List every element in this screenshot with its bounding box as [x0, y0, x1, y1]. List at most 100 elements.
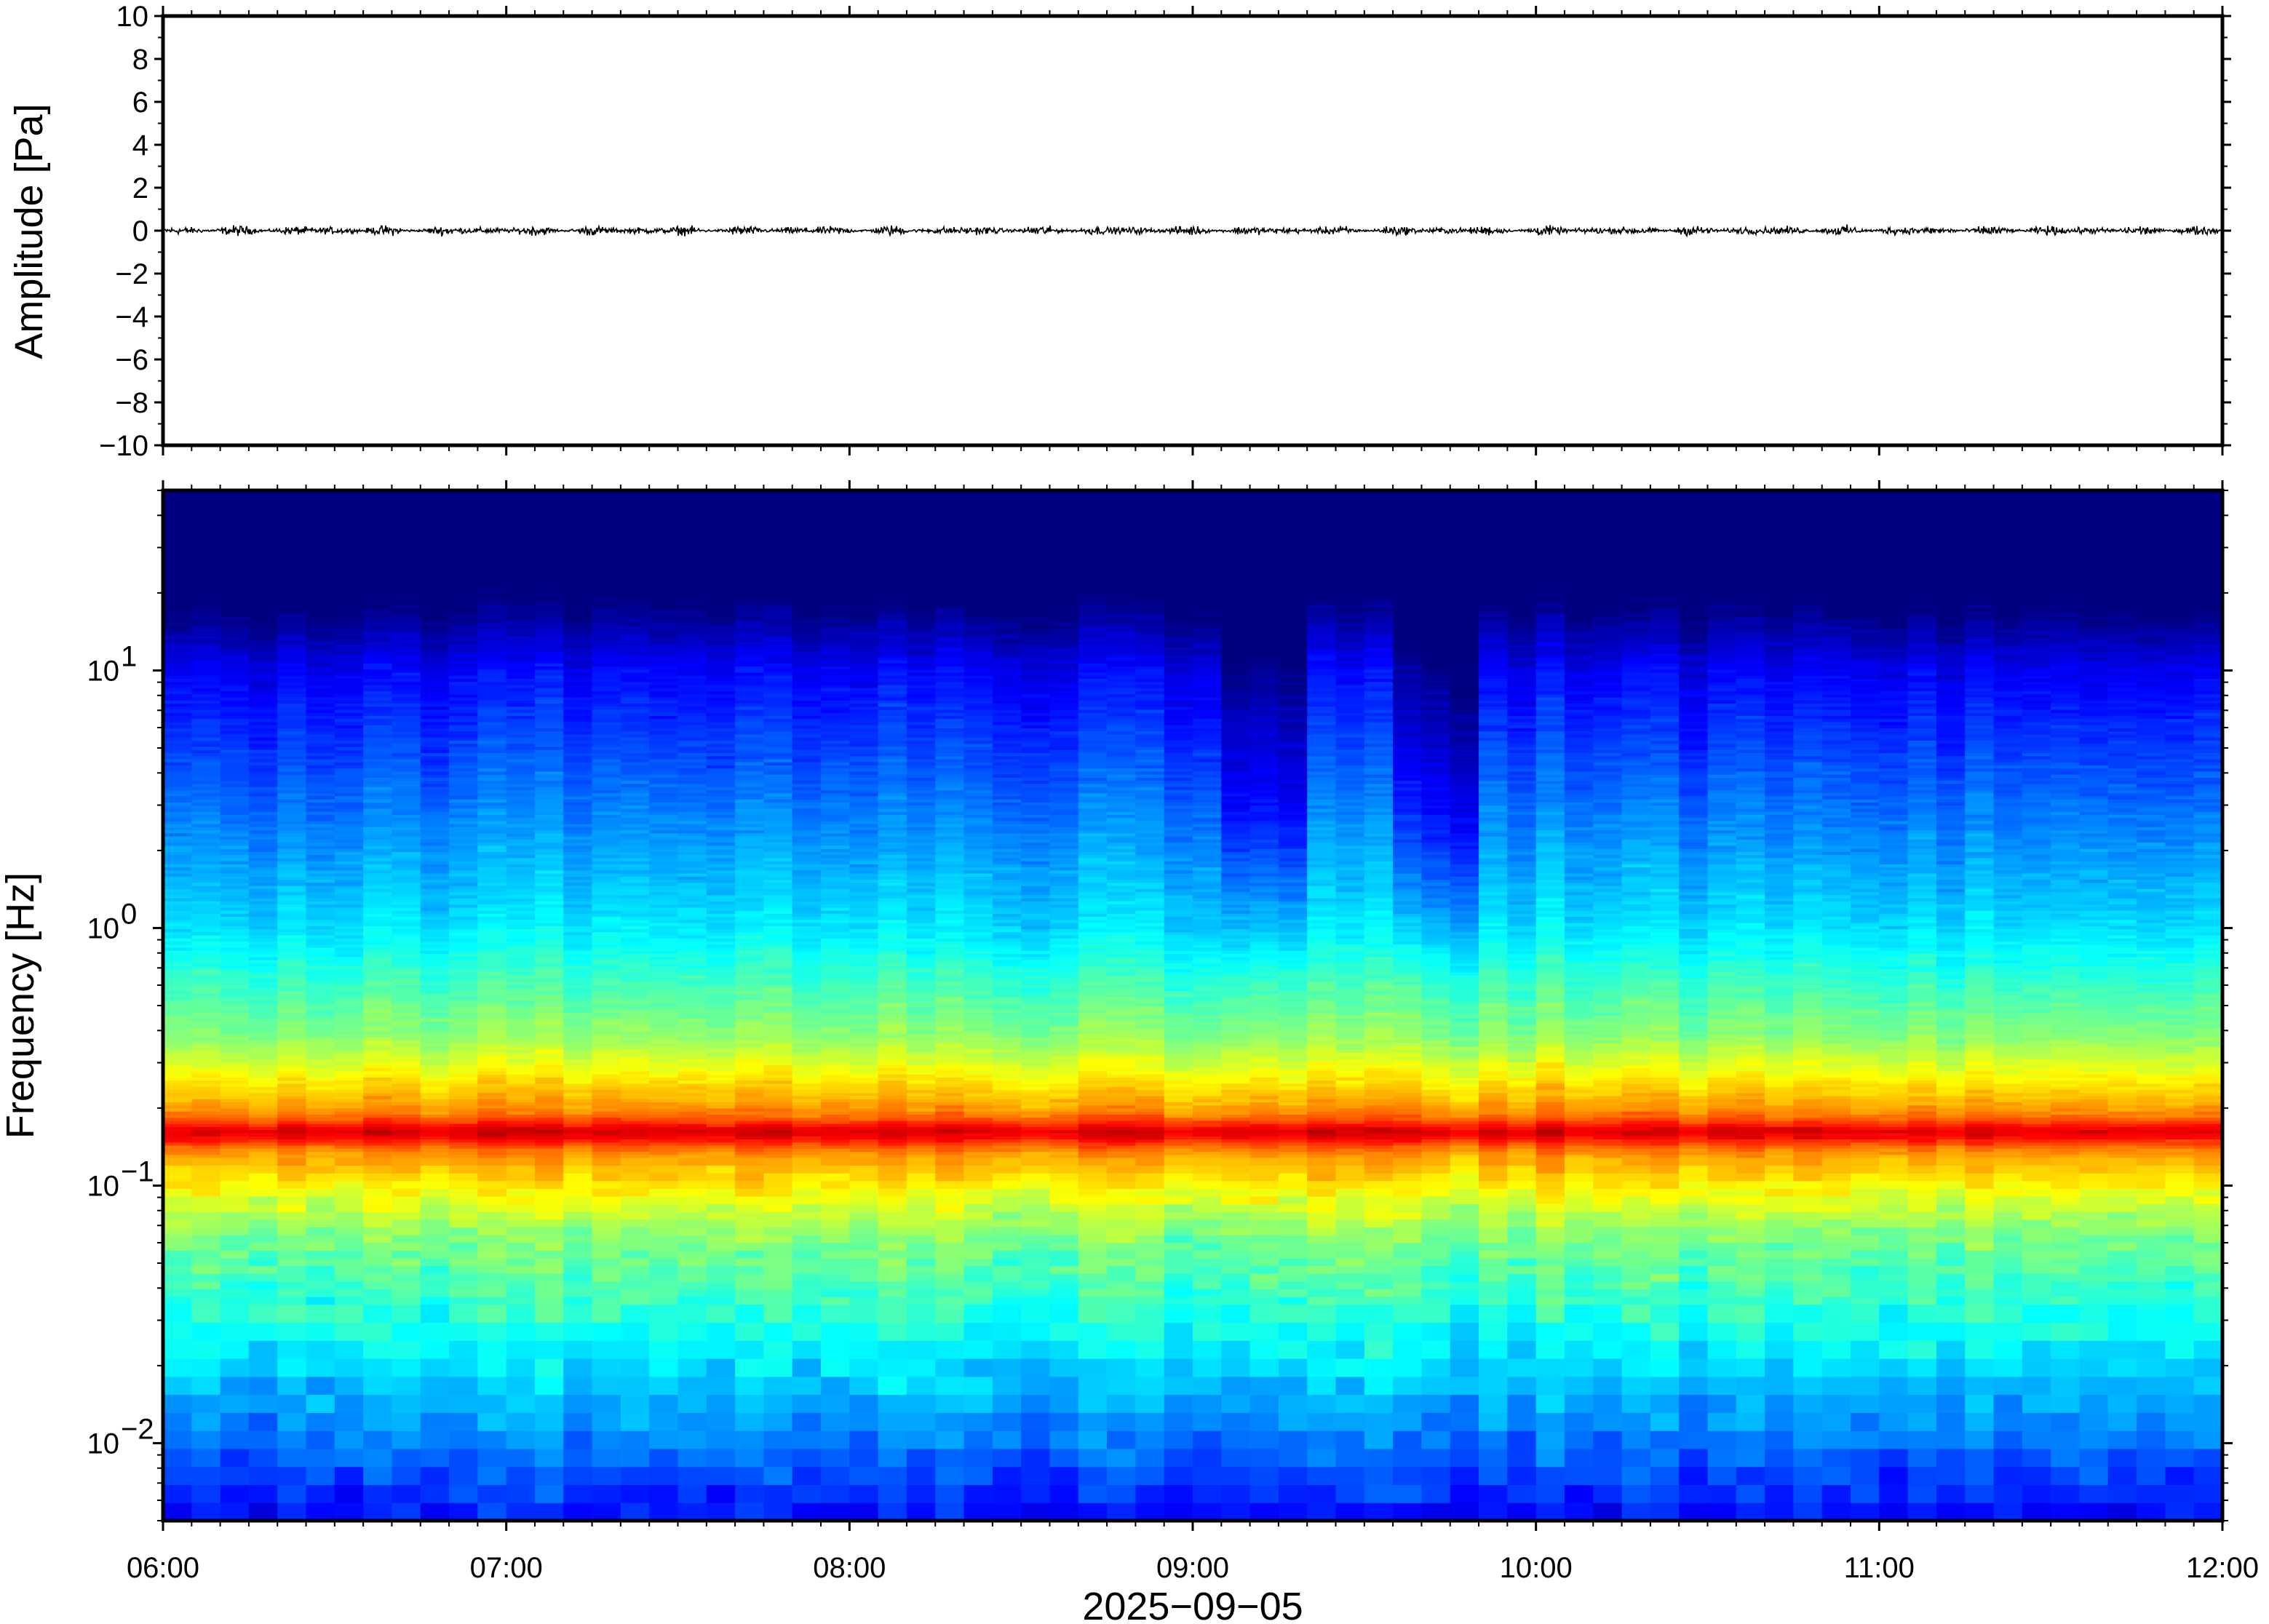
spectrogram-cell — [621, 688, 650, 691]
spectrogram-cell — [191, 1015, 220, 1019]
spectrogram-cell — [621, 518, 650, 522]
spectrogram-cell — [506, 1219, 536, 1227]
spectrogram-cell — [449, 648, 478, 651]
spectrogram-cell — [191, 663, 220, 666]
spectrogram-cell — [249, 1056, 278, 1059]
spectrogram-cell — [220, 1151, 250, 1155]
spectrogram-cell — [649, 747, 678, 750]
spectrogram-cell — [678, 678, 707, 682]
spectrogram-cell — [449, 564, 478, 568]
spectrogram-cell — [249, 830, 278, 834]
spectrogram-cell — [306, 601, 335, 605]
spectrogram-cell — [191, 1155, 220, 1158]
spectrogram-cell — [163, 848, 192, 852]
spectrogram-cell — [392, 650, 421, 654]
spectrogram-cell — [649, 722, 678, 725]
spectrogram-cell — [249, 861, 278, 864]
spectrogram-cell — [363, 953, 392, 957]
spectrogram-cell — [563, 1083, 592, 1087]
spectrogram-cell — [506, 901, 536, 904]
spectrogram-cell — [449, 781, 478, 784]
spectrogram-cell — [421, 808, 450, 812]
spectrogram-cell — [277, 827, 306, 830]
spectrogram-cell — [506, 552, 536, 555]
spectrogram-cell — [449, 744, 478, 747]
spectrogram-cell — [421, 1395, 450, 1413]
spectrogram-cell — [392, 1289, 421, 1297]
spectrogram-cell — [421, 935, 450, 939]
spectrogram-cell — [335, 1037, 364, 1040]
spectrogram-cell — [421, 1062, 450, 1065]
spectrogram-cell — [506, 734, 536, 738]
spectrogram-cell — [649, 536, 678, 540]
spectrogram-cell — [707, 1227, 736, 1235]
spectrogram-cell — [506, 858, 536, 861]
spectrogram-cell — [392, 827, 421, 830]
spectrogram-cell — [592, 694, 621, 698]
spectrogram-cell — [649, 1151, 678, 1155]
spectrogram-cell — [249, 987, 278, 991]
spectrogram-cell — [477, 543, 506, 546]
spectrogram-cell — [477, 781, 506, 784]
spectrogram-cell — [707, 1040, 736, 1043]
spectrogram-cell — [477, 502, 506, 506]
spectrogram-cell — [220, 1040, 250, 1043]
spectrogram-cell — [191, 1089, 220, 1093]
spectrogram-cell — [707, 1024, 736, 1028]
spectrogram-cell — [163, 966, 192, 969]
spectrogram-cell — [220, 1062, 250, 1065]
spectrogram-cell — [392, 910, 421, 914]
spectrogram-cell — [592, 1196, 621, 1204]
spectrogram-cell — [592, 685, 621, 688]
spectrogram-cell — [621, 1114, 650, 1118]
spectrogram-cell — [506, 1151, 536, 1155]
spectrogram-cell — [363, 839, 392, 843]
spectrogram-cell — [621, 725, 650, 728]
spectrogram-cell — [477, 901, 506, 904]
spectrogram-cell — [421, 1068, 450, 1072]
spectrogram-cell — [335, 907, 364, 911]
spectrogram-cell — [363, 725, 392, 728]
spectrogram-cell — [277, 883, 306, 886]
spectrogram-cell — [477, 895, 506, 899]
spectrogram-cell — [421, 657, 450, 661]
spectrogram-cell — [163, 1136, 192, 1139]
spectrogram-cell — [220, 638, 250, 642]
spectrogram-cell — [306, 1412, 335, 1430]
spectrogram-cell — [477, 638, 506, 642]
spectrogram-cell — [449, 997, 478, 1000]
spectrogram-cell — [649, 1502, 678, 1521]
spectrogram-cell — [392, 898, 421, 901]
spectrogram-cell — [449, 657, 478, 661]
spectrogram-cell — [191, 1145, 220, 1149]
spectrogram-cell — [277, 957, 306, 960]
spectrogram-cell — [392, 1024, 421, 1028]
spectrogram-cell — [449, 1108, 478, 1112]
spectrogram-cell — [249, 1412, 278, 1430]
spectrogram-cell — [220, 1108, 250, 1112]
spectrogram-cell — [678, 570, 707, 574]
spectrogram-cell — [449, 1196, 478, 1204]
spectrogram-cell — [506, 907, 536, 911]
spectrogram-cell — [678, 1111, 707, 1115]
spectrogram-cell — [592, 1077, 621, 1080]
spectrogram-cell — [477, 808, 506, 812]
spectrogram-cell — [392, 861, 421, 864]
spectrogram-cell — [449, 895, 478, 899]
spectrogram-cell — [392, 546, 421, 549]
spectrogram-cell — [306, 818, 335, 821]
spectrogram-cell — [449, 904, 478, 908]
spectrogram-cell — [592, 521, 621, 525]
spectrogram-cell — [477, 1040, 506, 1043]
spectrogram-cell — [277, 1235, 306, 1243]
spectrogram-cell — [220, 969, 250, 973]
spectrogram-cell — [220, 749, 250, 753]
spectrogram-cell — [277, 870, 306, 874]
spectrogram-cell — [277, 1027, 306, 1031]
spectrogram-cell — [621, 1196, 650, 1204]
spectrogram-cell — [563, 1173, 592, 1181]
spectrogram-cell — [477, 793, 506, 797]
spectrogram-cell — [363, 833, 392, 837]
spectrogram-cell — [421, 1266, 450, 1274]
spectrogram-cell — [449, 740, 478, 744]
